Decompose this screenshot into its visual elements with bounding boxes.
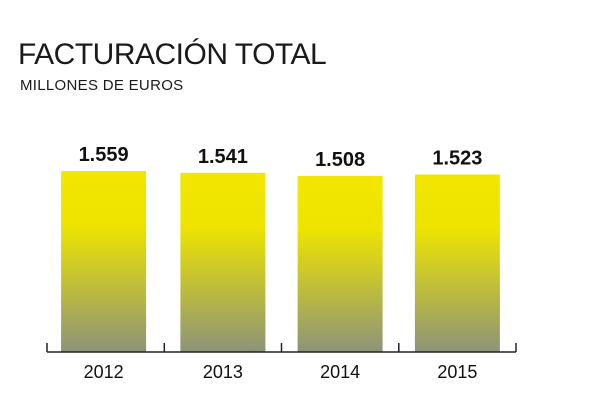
bar-2012 (61, 171, 147, 352)
value-label-2012: 1.559 (79, 144, 129, 166)
labels-layer: 1.559 2012 1.541 2013 1.508 2014 1.523 2015 (79, 144, 483, 382)
x-axis (46, 343, 517, 353)
chart-subtitle: MILLONES DE EUROS (20, 77, 184, 94)
bar-2013 (180, 172, 266, 352)
value-label-2015: 1.523 (432, 148, 482, 170)
bar-2014 (297, 176, 383, 352)
bars-layer (61, 171, 500, 352)
chart-title: FACTURACIÓN TOTAL (18, 38, 327, 71)
tick-label-2012: 2012 (84, 362, 124, 382)
tick-label-2013: 2013 (203, 362, 243, 382)
value-label-2014: 1.508 (315, 149, 365, 171)
bar-2015 (414, 174, 500, 352)
tick-label-2015: 2015 (437, 362, 477, 382)
value-label-2013: 1.541 (198, 146, 248, 168)
tick-label-2014: 2014 (320, 362, 360, 382)
